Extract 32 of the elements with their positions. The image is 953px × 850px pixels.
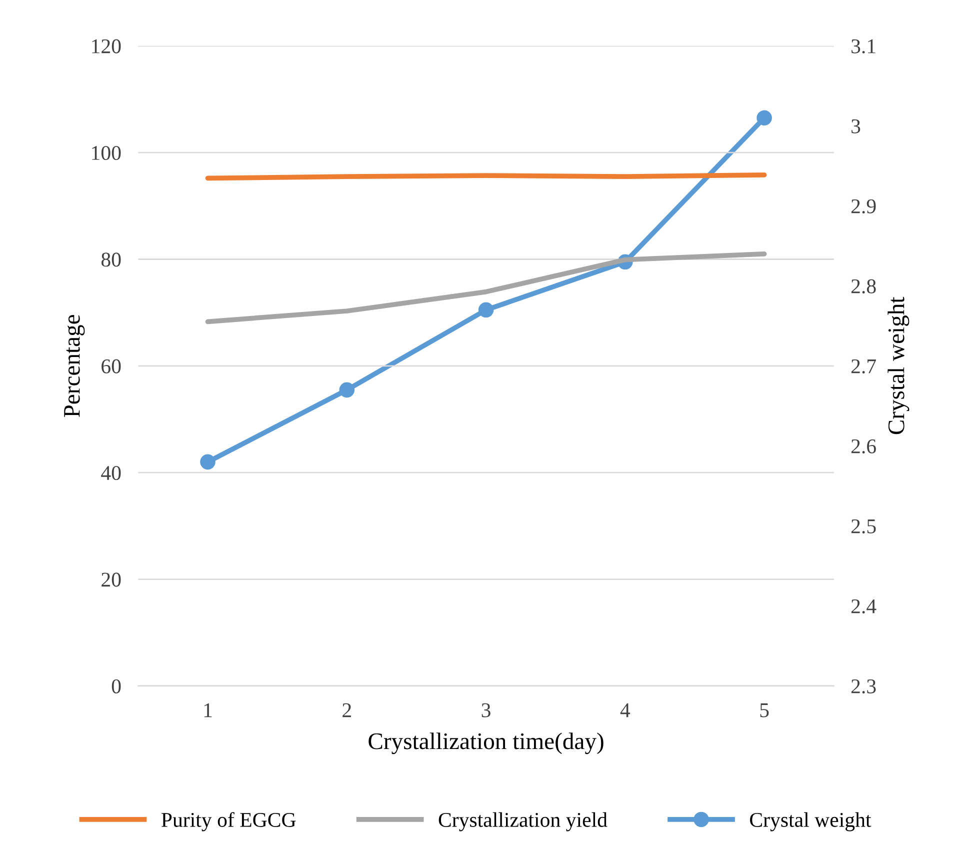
y-tick-label: 100: [92, 146, 121, 160]
y-tick-label: 40: [101, 466, 121, 480]
x-tick-label: 2: [342, 703, 351, 718]
x-tick-label: 3: [482, 703, 490, 718]
y-tick-label: 120: [92, 39, 121, 54]
point: [339, 382, 355, 398]
legend-label: Purity of EGCG: [162, 812, 296, 832]
y2-axis-title: Crystal weight: [888, 296, 910, 434]
line-series: [205, 251, 767, 324]
y2-tick-label: 3.1: [852, 39, 876, 54]
point: [200, 454, 216, 470]
point: [756, 110, 772, 126]
x-axis-title: Crystallization time(day): [368, 732, 604, 754]
y-tick-label: 80: [101, 252, 121, 267]
x-tick-label: 1: [204, 703, 212, 718]
y-tick-label: 60: [102, 359, 121, 374]
y2-tick-label: 2.5: [851, 519, 876, 534]
y2-tick-label: 2.9: [851, 199, 876, 214]
legend-label: Crystal weight: [750, 812, 872, 832]
point: [478, 302, 494, 318]
y2-tick-label: 2.4: [851, 599, 876, 614]
y2-tick-label: 3: [852, 119, 860, 134]
y2-tick-label: 2.7: [851, 359, 876, 374]
legend-label: Crystallization yield: [438, 812, 608, 832]
y-tick-label: 20: [102, 572, 121, 587]
x-tick-label: 5: [760, 703, 769, 718]
y-tick-label: 0: [112, 679, 121, 694]
y2-tick-label: 2.6: [851, 439, 876, 454]
y2-tick-label: 2.3: [851, 679, 876, 694]
y-axis-title: Percentage: [64, 314, 85, 418]
x-tick-label: 4: [620, 703, 630, 718]
y2-tick-label: 2.8: [851, 279, 876, 294]
